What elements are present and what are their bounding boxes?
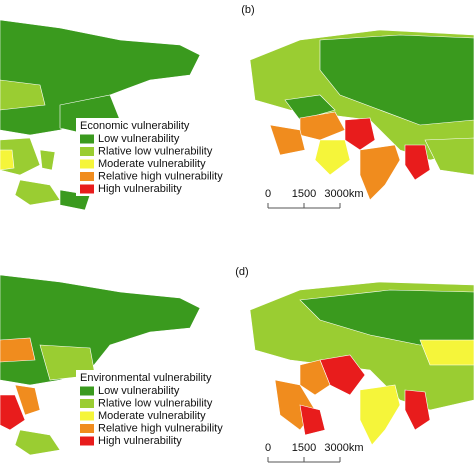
map-top-right bbox=[249, 29, 474, 201]
panel-label: (d) bbox=[235, 266, 248, 278]
legend-swatch bbox=[80, 399, 94, 408]
legend-label: Low vulnerability bbox=[98, 385, 180, 397]
legend-label: Moderate vulnerability bbox=[98, 410, 206, 422]
legend-label: Relative high vulnerability bbox=[98, 170, 223, 182]
legend-swatch bbox=[80, 411, 94, 421]
scale-label: 1500 bbox=[292, 442, 316, 454]
legend-label: Low vulnerability bbox=[98, 133, 180, 145]
legend-label: High vulnerability bbox=[98, 183, 182, 195]
scale-label: 0 bbox=[265, 188, 271, 200]
scale-label: 1500 bbox=[292, 188, 316, 200]
panel-label: (b) bbox=[241, 4, 254, 16]
map-bottom-left bbox=[0, 274, 201, 456]
scale-label: 3000km bbox=[324, 188, 363, 200]
legend-swatch bbox=[80, 424, 94, 433]
legend-swatch bbox=[80, 172, 94, 181]
legend-swatch bbox=[80, 184, 94, 194]
legend-swatch bbox=[80, 386, 94, 396]
legend-title: Environmental vulnerability bbox=[80, 372, 212, 384]
legend-label: Relative high vulnerability bbox=[98, 422, 223, 434]
legend-swatch bbox=[80, 159, 94, 169]
legend-title: Economic vulnerability bbox=[80, 120, 190, 132]
map-top-left bbox=[0, 19, 201, 211]
map-bottom-right bbox=[249, 281, 474, 446]
scale-bars: 0 1500 3000km 0 1500 3000km bbox=[262, 186, 364, 466]
legend-swatch bbox=[80, 147, 94, 156]
scale-label: 0 bbox=[265, 442, 271, 454]
legend-bg bbox=[76, 118, 236, 196]
legend-label: Rlative low vulnerability bbox=[98, 397, 213, 409]
legend-swatch bbox=[80, 436, 94, 446]
legend-swatch bbox=[80, 134, 94, 144]
legend-label: Rlative low vulnerability bbox=[98, 145, 213, 157]
scale-label: 3000km bbox=[324, 442, 363, 454]
legend-label: Moderate vulnerability bbox=[98, 158, 206, 170]
legend-label: High vulnerability bbox=[98, 435, 182, 447]
legend-bg bbox=[76, 370, 236, 448]
